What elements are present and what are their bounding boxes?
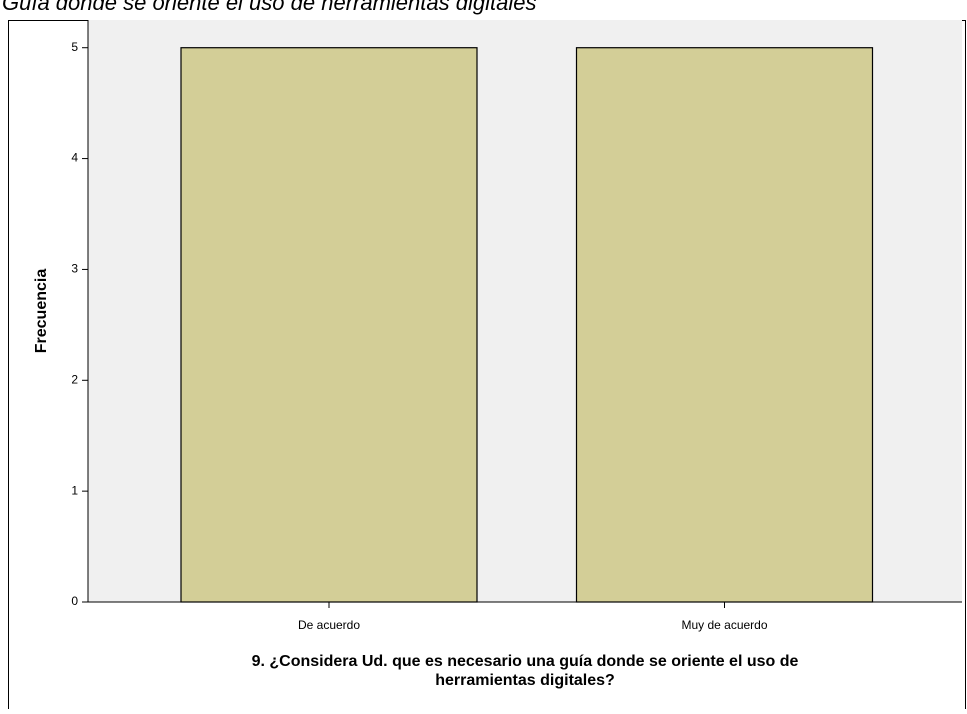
chart-title: Guía donde se oriente el uso de herramie…: [2, 0, 536, 15]
y-tick-label: 3: [71, 262, 78, 276]
y-tick-label: 4: [71, 151, 78, 165]
x-tick-label: De acuerdo: [298, 618, 360, 632]
y-tick-label: 2: [71, 372, 78, 386]
bar: [180, 47, 478, 603]
x-tick-label: Muy de acuerdo: [681, 618, 767, 632]
bar: [575, 47, 874, 603]
y-axis-label: Frecuencia: [33, 269, 50, 354]
y-tick-label: 1: [71, 483, 78, 497]
y-tick-label: 0: [71, 594, 78, 608]
x-axis-label: herramientas digitales?: [435, 672, 615, 689]
x-axis-label: 9. ¿Considera Ud. que es necesario una g…: [252, 653, 799, 670]
y-tick-label: 5: [71, 40, 78, 54]
